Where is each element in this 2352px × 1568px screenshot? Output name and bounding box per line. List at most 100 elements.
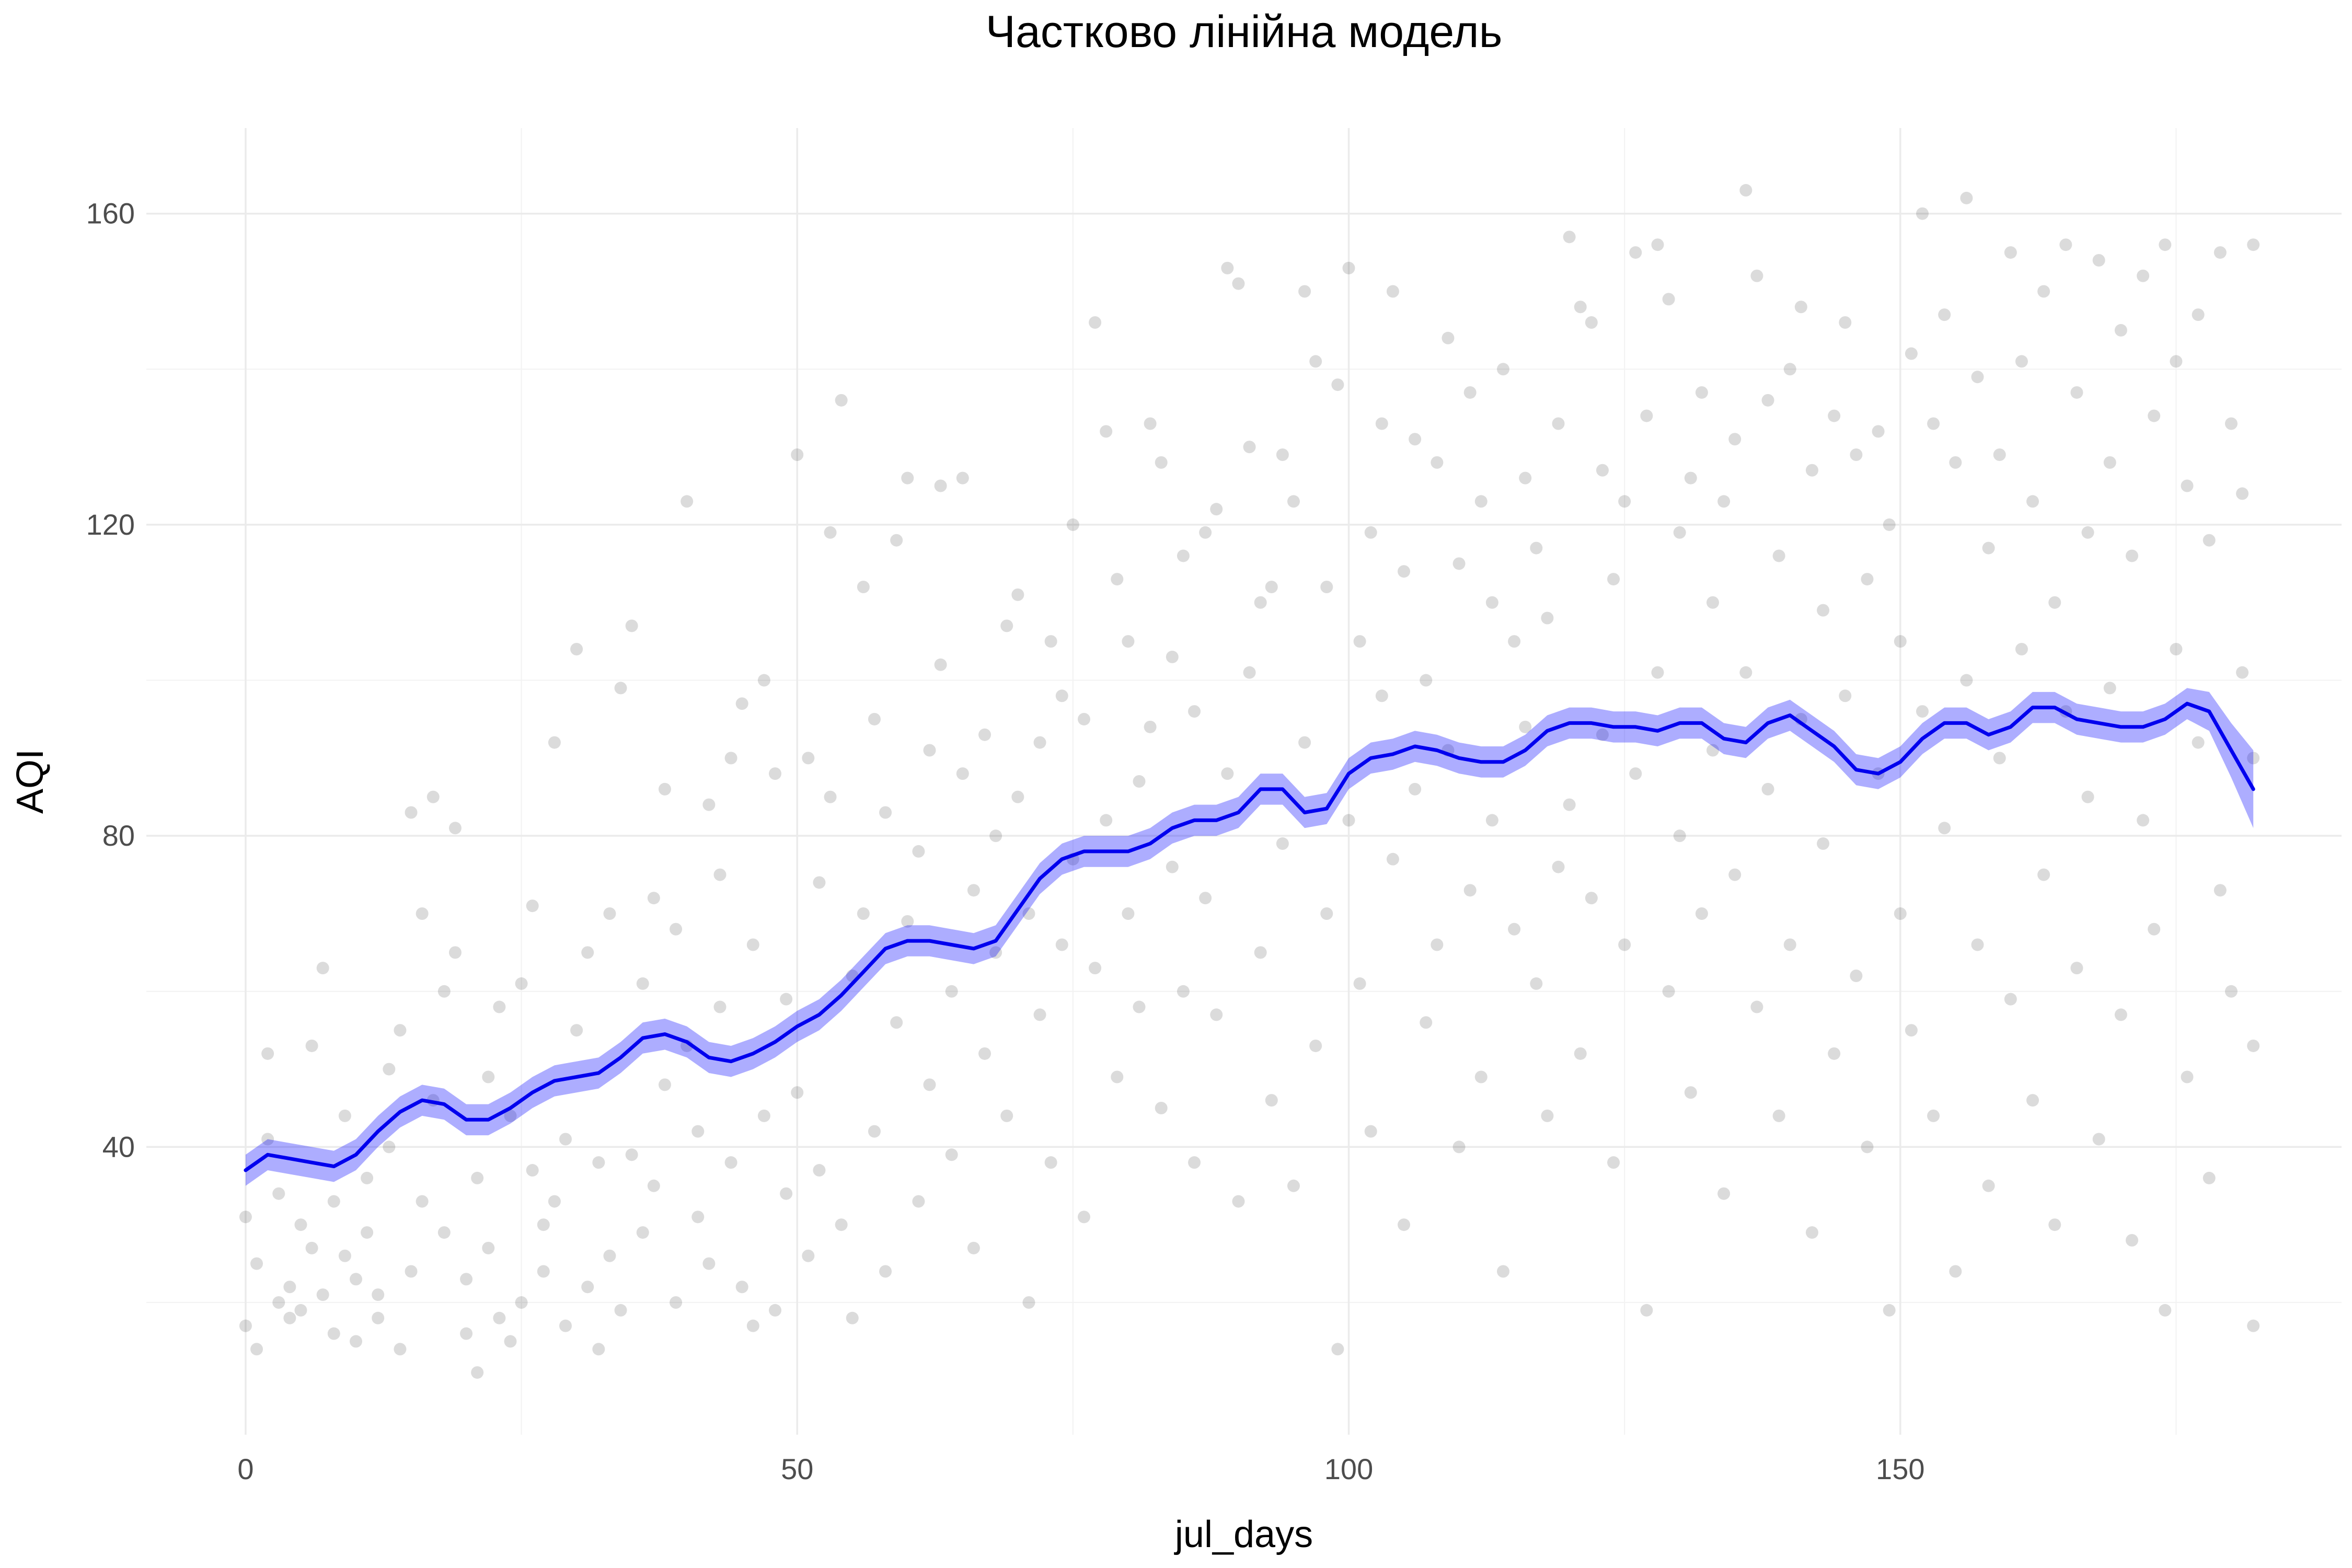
- data-point: [912, 1195, 925, 1208]
- data-point: [1342, 261, 1355, 274]
- data-point: [537, 1265, 550, 1278]
- data-point: [316, 1288, 329, 1301]
- data-point: [2148, 409, 2161, 422]
- data-point: [1673, 829, 1686, 843]
- data-point: [305, 1039, 318, 1052]
- data-point: [1409, 433, 1422, 446]
- data-point: [1772, 1109, 1785, 1122]
- data-point: [1033, 1008, 1046, 1021]
- data-point: [1409, 782, 1422, 795]
- data-point: [625, 1148, 638, 1161]
- data-point: [735, 1281, 748, 1294]
- data-point: [1111, 573, 1124, 586]
- data-point: [1805, 464, 1818, 477]
- grid-major: [146, 128, 2342, 1435]
- data-point: [372, 1311, 385, 1324]
- data-point: [2224, 985, 2238, 998]
- data-point: [482, 1241, 495, 1254]
- data-point: [1144, 720, 1157, 733]
- data-point: [471, 1366, 484, 1379]
- data-point: [2125, 1233, 2138, 1247]
- data-point: [868, 1125, 881, 1138]
- data-point: [460, 1273, 473, 1286]
- data-point: [1089, 316, 1102, 329]
- data-point: [2247, 1039, 2260, 1052]
- data-point: [1353, 977, 1366, 990]
- x-tick-label: 150: [1876, 1452, 1924, 1485]
- data-point: [2170, 355, 2183, 368]
- data-point: [923, 744, 936, 757]
- data-point: [548, 736, 561, 749]
- data-point: [1993, 752, 2006, 765]
- grid-minor: [146, 128, 2342, 1435]
- data-point: [1629, 767, 1642, 780]
- data-point: [1662, 985, 1675, 998]
- data-point: [1739, 184, 1753, 197]
- data-point: [448, 822, 462, 835]
- data-point: [1607, 573, 1620, 586]
- data-point: [2236, 666, 2249, 679]
- data-point: [1894, 635, 1907, 648]
- data-point: [1673, 526, 1686, 539]
- data-point: [2181, 479, 2194, 492]
- data-point: [2026, 495, 2039, 508]
- data-point: [460, 1327, 473, 1340]
- data-point: [691, 1125, 705, 1138]
- data-point: [2159, 1304, 2172, 1317]
- data-point: [394, 1024, 407, 1037]
- data-point: [239, 1319, 252, 1332]
- data-point: [1452, 1140, 1466, 1154]
- data-point: [493, 1311, 506, 1324]
- data-point: [1728, 433, 1742, 446]
- data-point: [1750, 269, 1763, 282]
- y-tick-label: 120: [86, 508, 135, 541]
- data-point: [1927, 1109, 1940, 1122]
- data-point: [813, 876, 826, 889]
- data-point: [1100, 425, 1113, 438]
- data-point: [1364, 526, 1377, 539]
- data-point: [2192, 308, 2205, 321]
- data-point: [1055, 938, 1068, 951]
- data-point: [2048, 1218, 2061, 1231]
- data-point: [1386, 285, 1399, 298]
- data-point: [1850, 970, 1863, 983]
- data-point: [1199, 892, 1212, 905]
- data-point: [1122, 907, 1135, 920]
- data-point: [2103, 682, 2116, 695]
- data-point: [1221, 261, 1234, 274]
- data-point: [537, 1218, 550, 1231]
- data-point: [625, 619, 638, 632]
- data-point: [868, 712, 881, 725]
- data-point: [1100, 814, 1113, 827]
- data-point: [691, 1210, 705, 1224]
- data-point: [702, 1257, 716, 1270]
- data-point: [1033, 736, 1046, 749]
- data-point: [857, 580, 870, 593]
- data-point: [1364, 1125, 1377, 1138]
- data-point: [361, 1226, 374, 1239]
- data-point: [1066, 518, 1079, 531]
- data-point: [1155, 1102, 1168, 1114]
- data-point: [1960, 191, 1973, 204]
- data-point: [570, 1024, 583, 1037]
- data-point: [746, 938, 759, 951]
- data-point: [1927, 417, 1940, 430]
- data-point: [1089, 962, 1102, 975]
- data-point: [2137, 814, 2150, 827]
- data-point: [283, 1281, 296, 1294]
- data-point: [1431, 938, 1444, 951]
- data-point: [989, 946, 1002, 959]
- data-point: [526, 900, 539, 913]
- data-point: [1640, 409, 1653, 422]
- data-point: [956, 471, 969, 485]
- data-point: [1817, 837, 1830, 850]
- data-point: [1894, 907, 1907, 920]
- data-point: [592, 1343, 605, 1356]
- data-point: [1828, 409, 1841, 422]
- data-point: [802, 752, 815, 765]
- data-point: [1276, 448, 1289, 461]
- data-point: [559, 1133, 572, 1146]
- data-point: [1530, 541, 1543, 555]
- data-point: [2247, 752, 2260, 765]
